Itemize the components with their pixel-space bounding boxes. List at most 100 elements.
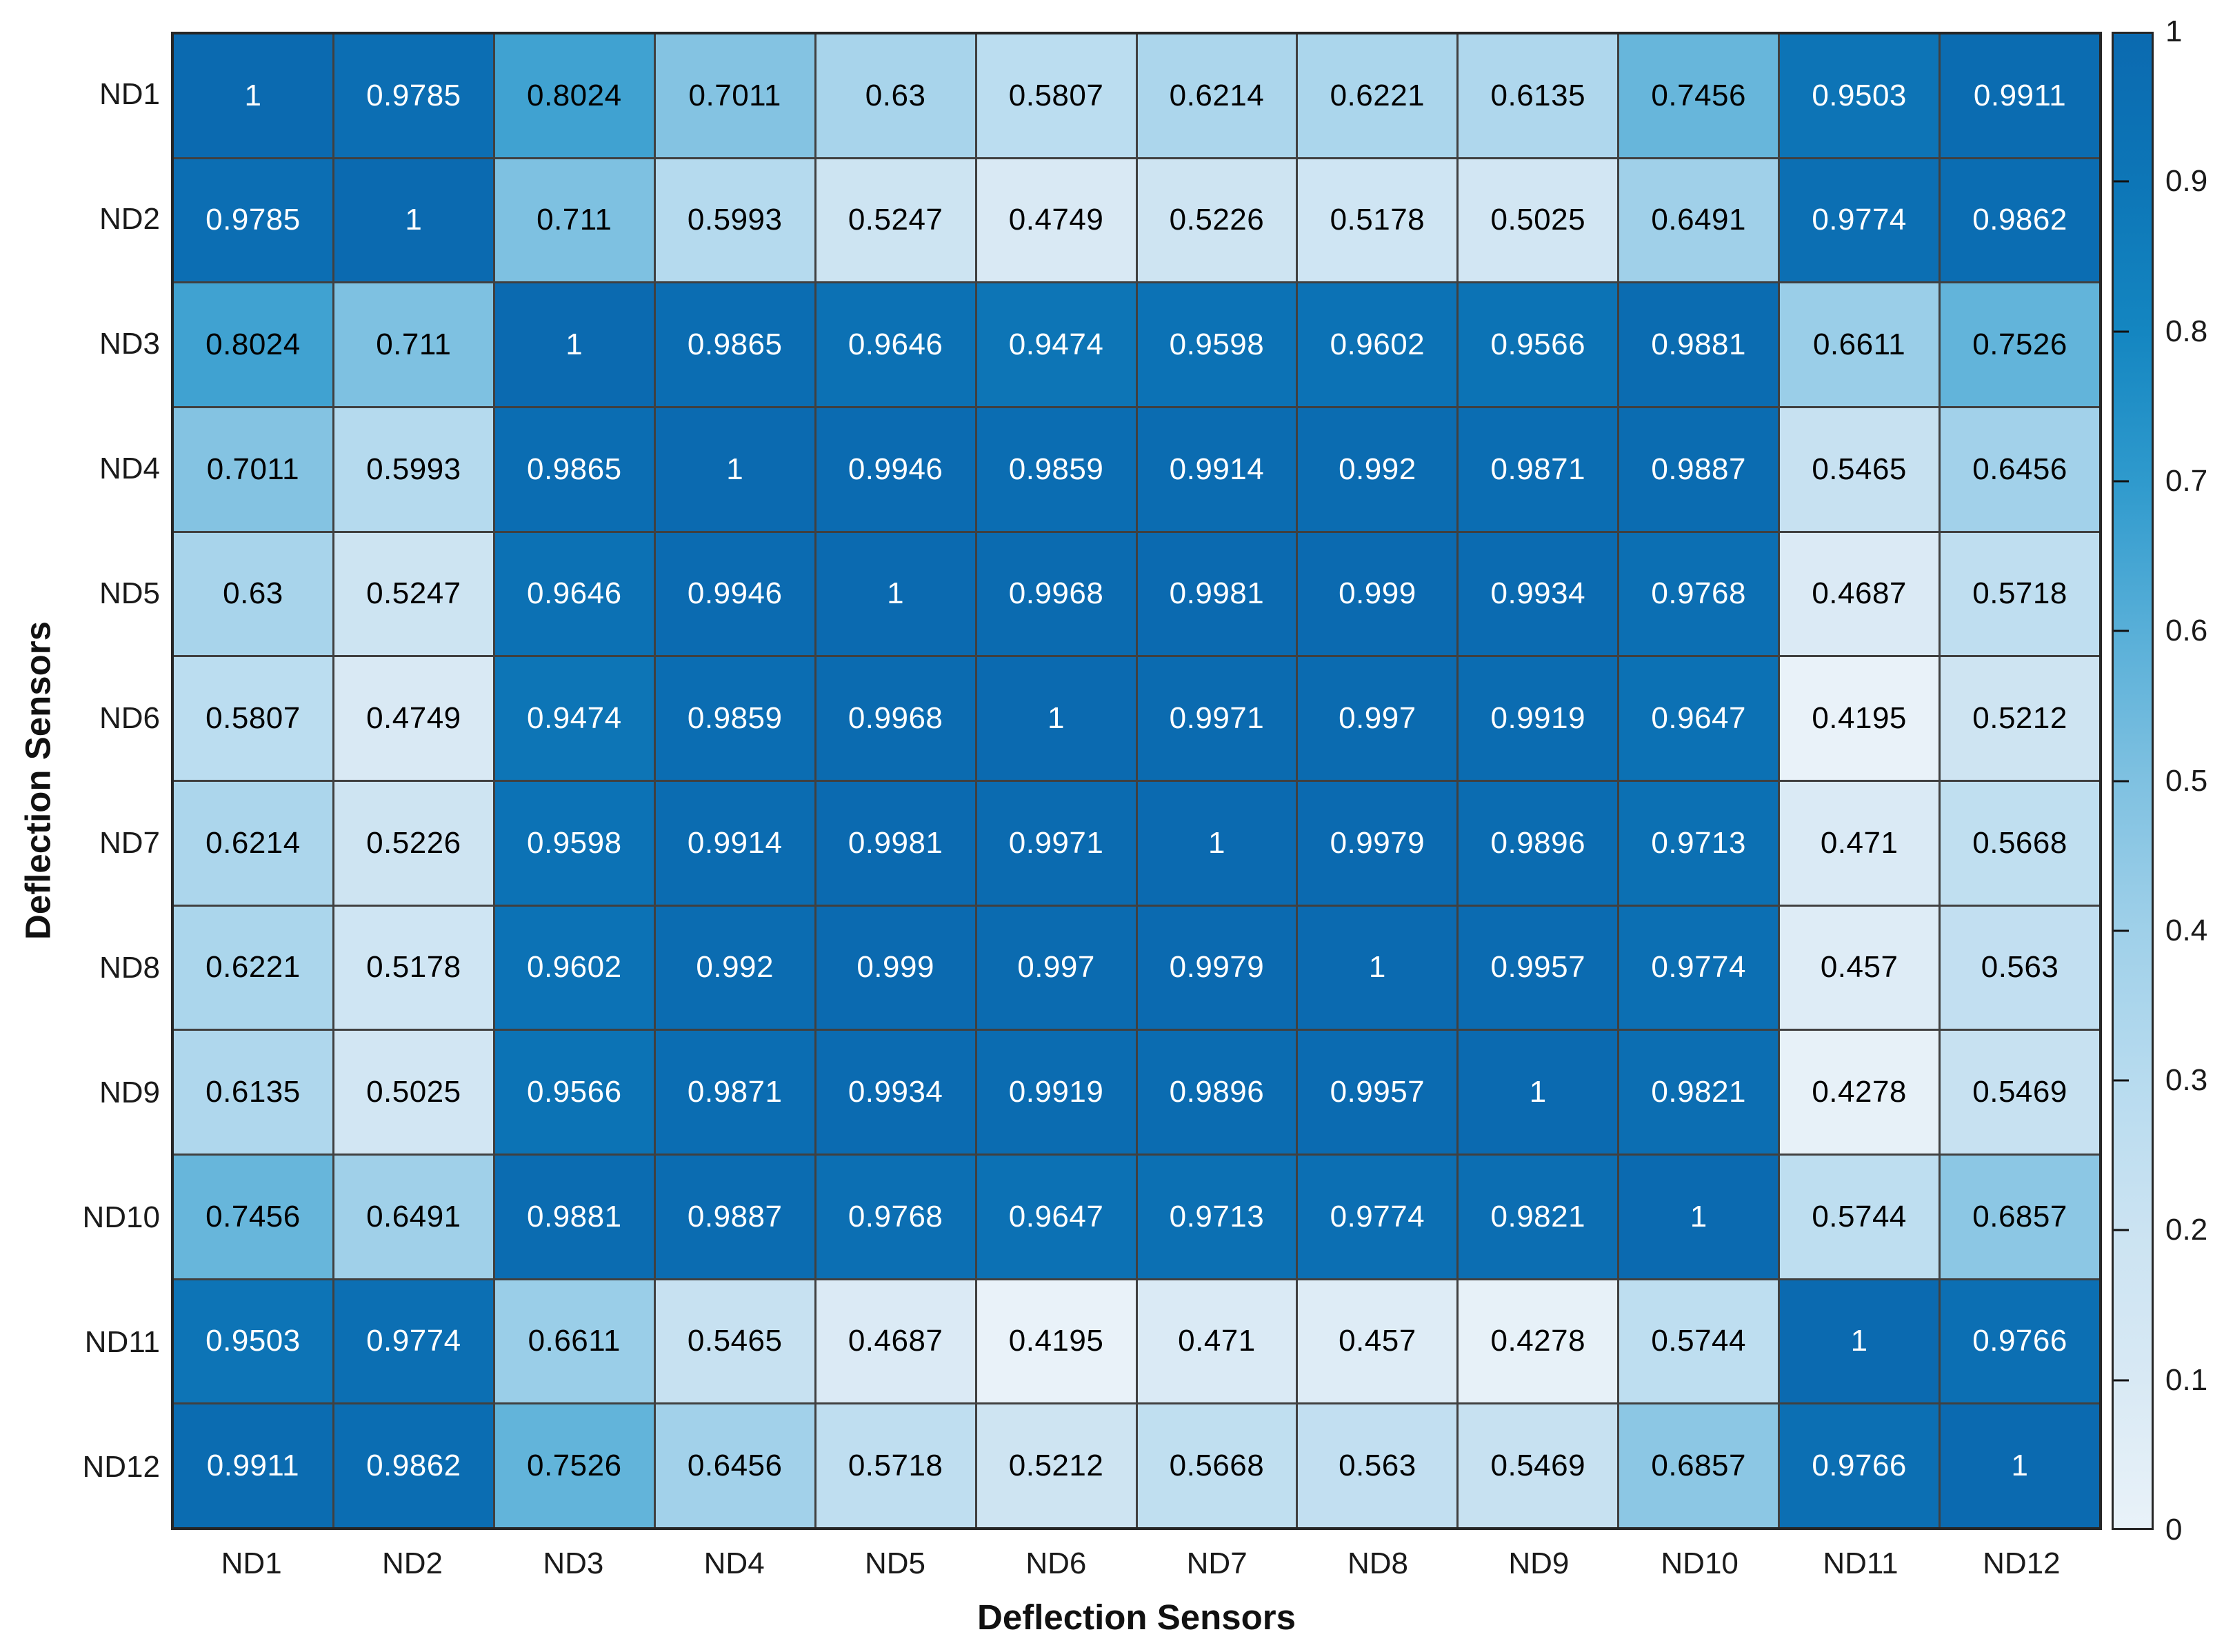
colorbar-tick <box>2114 780 2129 782</box>
colorbar-tick <box>2114 629 2129 632</box>
heatmap-grid: 1 0.9785 0.8024 0.7011 0.63 0.5807 0.6214 0.622… <box>171 32 2102 1530</box>
heatmap-cell: 0.9871 <box>1459 408 1618 531</box>
heatmap-cell: 0.9713 <box>1137 1156 1296 1278</box>
colorbar-tick-label: 0.4 <box>2165 913 2208 947</box>
heatmap-cell: 0.9503 <box>1780 34 1939 157</box>
heatmap-cell: 0.6456 <box>1941 408 2099 531</box>
heatmap-cell: 0.9821 <box>1459 1156 1618 1278</box>
heatmap-cell: 0.9768 <box>816 1156 975 1278</box>
heatmap-cell: 0.5993 <box>655 159 814 282</box>
heatmap-cell: 0.9946 <box>655 532 814 656</box>
col-label: ND1 <box>221 1547 282 1580</box>
heatmap-cell: 0.9646 <box>816 283 975 406</box>
heatmap-cell: 1 <box>174 34 332 157</box>
heatmap-cell: 0.7011 <box>174 408 332 531</box>
colorbar-tick-label: 0.8 <box>2165 314 2208 348</box>
heatmap-cell: 0.9911 <box>174 1404 332 1527</box>
heatmap-cell: 0.9896 <box>1137 1031 1296 1154</box>
col-label: ND10 <box>1661 1547 1739 1580</box>
colorbar-tick-label: 0.7 <box>2165 463 2208 498</box>
heatmap-cell: 0.5226 <box>334 782 493 905</box>
heatmap-cell: 0.9914 <box>1137 408 1296 531</box>
y-axis-title: Deflection Sensors <box>18 621 58 940</box>
heatmap-cell: 0.6611 <box>1780 283 1939 406</box>
heatmap-cell: 0.992 <box>1298 408 1457 531</box>
col-label: ND6 <box>1025 1547 1087 1580</box>
heatmap-cell: 0.6857 <box>1941 1156 2099 1278</box>
colorbar-tick-label: 1 <box>2165 14 2183 48</box>
heatmap-cell: 0.6221 <box>174 906 332 1029</box>
heatmap-cell: 0.63 <box>174 532 332 656</box>
heatmap-cell: 0.8024 <box>174 283 332 406</box>
colorbar-tick-label: 0.9 <box>2165 164 2208 199</box>
heatmap-cell: 0.5465 <box>1780 408 1939 531</box>
heatmap-cell: 0.9646 <box>494 532 654 656</box>
heatmap-cell: 0.9865 <box>494 408 654 531</box>
heatmap-cell: 0.9862 <box>334 1404 493 1527</box>
heatmap-cell: 0.563 <box>1941 906 2099 1029</box>
heatmap-cell: 0.471 <box>1780 782 1939 905</box>
col-label: ND7 <box>1186 1547 1248 1580</box>
heatmap-cell: 0.9881 <box>494 1156 654 1278</box>
heatmap-cell: 0.992 <box>655 906 814 1029</box>
heatmap-cell: 0.9919 <box>976 1031 1136 1154</box>
heatmap-cell: 0.63 <box>816 34 975 157</box>
row-label: ND4 <box>99 451 160 485</box>
heatmap-cell: 0.4687 <box>1780 532 1939 656</box>
row-label: ND3 <box>99 326 160 361</box>
colorbar-tick <box>2114 1079 2129 1082</box>
heatmap-cell: 0.5718 <box>816 1404 975 1527</box>
heatmap-cell: 0.711 <box>334 283 493 406</box>
heatmap-cell: 0.9919 <box>1459 657 1618 780</box>
heatmap-cell: 0.999 <box>1298 532 1457 656</box>
heatmap-cell: 0.457 <box>1780 906 1939 1029</box>
heatmap-cell: 0.9911 <box>1941 34 2099 157</box>
heatmap-cell: 0.9566 <box>1459 283 1618 406</box>
heatmap-cell: 0.5469 <box>1941 1031 2099 1154</box>
heatmap-cell: 0.6221 <box>1298 34 1457 157</box>
heatmap-cell: 0.5212 <box>1941 657 2099 780</box>
heatmap-cell: 0.9647 <box>1619 657 1779 780</box>
row-label: ND11 <box>84 1325 160 1360</box>
heatmap-cell: 0.7011 <box>655 34 814 157</box>
heatmap-cell: 0.5807 <box>976 34 1136 157</box>
heatmap-cell: 0.9968 <box>816 657 975 780</box>
heatmap-cell: 0.9713 <box>1619 782 1779 905</box>
heatmap-cell: 0.9934 <box>1459 532 1618 656</box>
heatmap-cell: 0.9968 <box>976 532 1136 656</box>
row-label: ND10 <box>82 1200 161 1235</box>
heatmap-cell: 1 <box>1459 1031 1618 1154</box>
heatmap-cell: 0.7456 <box>174 1156 332 1278</box>
colorbar-tick-label: 0.6 <box>2165 614 2208 648</box>
heatmap-cell: 0.6491 <box>334 1156 493 1278</box>
heatmap-cell: 0.9979 <box>1298 782 1457 905</box>
col-label: ND9 <box>1508 1547 1570 1580</box>
heatmap-cell: 0.7456 <box>1619 34 1779 157</box>
heatmap-cell: 0.997 <box>1298 657 1457 780</box>
heatmap-cell: 0.4278 <box>1780 1031 1939 1154</box>
heatmap-cell: 1 <box>1298 906 1457 1029</box>
colorbar-tick <box>2114 1379 2129 1382</box>
heatmap-cell: 0.9598 <box>1137 283 1296 406</box>
heatmap-cell: 0.9957 <box>1459 906 1618 1029</box>
heatmap-cell: 0.7526 <box>1941 283 2099 406</box>
colorbar-tick-label: 0.5 <box>2165 763 2208 798</box>
heatmap-cell: 0.5668 <box>1137 1404 1296 1527</box>
row-label: ND9 <box>99 1076 160 1110</box>
heatmap-cell: 0.5993 <box>334 408 493 531</box>
heatmap-cell: 0.457 <box>1298 1280 1457 1403</box>
heatmap-cell: 0.9785 <box>334 34 493 157</box>
heatmap-cell: 0.4278 <box>1459 1280 1618 1403</box>
col-label: ND11 <box>1823 1547 1899 1580</box>
heatmap-cell: 0.5178 <box>334 906 493 1029</box>
col-label: ND2 <box>381 1547 443 1580</box>
colorbar-tick-label: 0.2 <box>2165 1213 2208 1247</box>
row-label: ND12 <box>82 1450 161 1484</box>
heatmap-cell: 0.4195 <box>1780 657 1939 780</box>
colorbar-tick <box>2114 330 2129 333</box>
heatmap-cell: 0.9602 <box>1298 283 1457 406</box>
col-label: ND12 <box>1983 1547 2061 1580</box>
col-label: ND5 <box>864 1547 926 1580</box>
heatmap-cell: 0.9957 <box>1298 1031 1457 1154</box>
